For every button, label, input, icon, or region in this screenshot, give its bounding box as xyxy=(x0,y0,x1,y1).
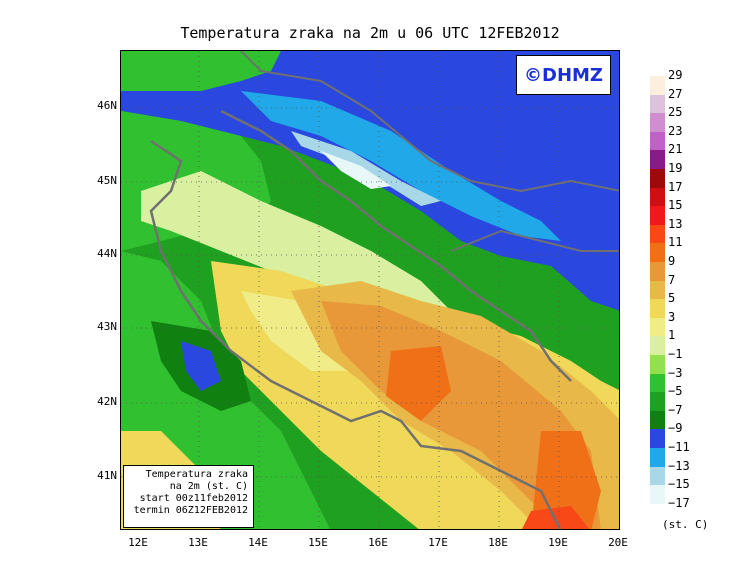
lon-label-16: 16E xyxy=(368,536,388,549)
lon-label-19: 19E xyxy=(548,536,568,549)
colorbar-swatch xyxy=(650,373,665,393)
lat-label-41: 41N xyxy=(97,469,117,482)
colorbar-swatch xyxy=(650,206,665,225)
colorbar-label: −17 xyxy=(668,495,690,510)
lon-label-15: 15E xyxy=(308,536,328,549)
colorbar-swatch xyxy=(650,169,665,188)
info-line-variable: Temperatura zraka xyxy=(145,469,248,480)
colorbar-swatch xyxy=(650,113,665,132)
colorbar-label: 1 xyxy=(668,328,676,343)
colorbar-label: 15 xyxy=(668,198,683,213)
colorbar-swatch xyxy=(650,243,665,262)
colorbar-label: −13 xyxy=(668,458,690,473)
info-line-start: start 00z11feb2012 xyxy=(139,493,248,504)
colorbar-label: 3 xyxy=(668,309,676,324)
coastline-east xyxy=(220,109,572,382)
colorbar-label: 21 xyxy=(668,142,683,157)
south-hot xyxy=(522,506,590,529)
lon-label-12: 12E xyxy=(128,536,148,549)
lat-label-43: 43N xyxy=(97,320,117,333)
colorbar-swatch xyxy=(650,485,665,504)
colorbar-swatch xyxy=(650,224,665,244)
coldest-core xyxy=(321,151,391,189)
colorbar-label: 29 xyxy=(668,68,683,82)
colorbar-swatch xyxy=(650,466,665,486)
adriatic-pale xyxy=(141,171,451,311)
info-line-unit: na 2m (st. C) xyxy=(169,481,248,492)
lat-label-46: 46N xyxy=(97,99,117,112)
colorbar-swatch xyxy=(650,94,665,114)
colorbar-label: 23 xyxy=(668,123,683,138)
colorbar-label: 17 xyxy=(668,179,683,194)
grid-lines xyxy=(121,51,619,529)
info-box: Temperatura zraka na 2m (st. C) start 00… xyxy=(123,465,254,528)
colorbar-label: −11 xyxy=(668,440,690,454)
colorbar-swatch xyxy=(650,150,665,169)
temperature-field xyxy=(121,51,619,529)
colorbar-label: 25 xyxy=(668,105,683,120)
temperature-map xyxy=(120,50,620,530)
colorbar-label: −1 xyxy=(668,347,683,361)
cold-band-light xyxy=(241,91,561,241)
apennine-cold xyxy=(181,341,221,391)
colorbar-swatch xyxy=(650,355,665,374)
lon-label-20: 20E xyxy=(608,536,628,549)
lon-label-13: 13E xyxy=(188,536,208,549)
cold-band xyxy=(121,51,619,311)
colorbar-label: 27 xyxy=(668,86,683,101)
border-inland xyxy=(450,229,619,252)
colorbar-label: −15 xyxy=(668,477,690,492)
colorbar-swatch xyxy=(650,317,665,337)
border-north xyxy=(240,51,619,193)
colorbar-label: −7 xyxy=(668,402,683,417)
info-line-term: termin 06Z12FEB2012 xyxy=(133,505,248,516)
colorbar-swatch xyxy=(650,131,665,151)
lon-label-18: 18E xyxy=(488,536,508,549)
colorbar-label: −5 xyxy=(668,384,683,399)
coastline-west xyxy=(149,139,562,529)
colorbar-swatch xyxy=(650,187,665,207)
warm-core xyxy=(386,346,451,421)
colorbar-label: 19 xyxy=(668,161,683,175)
colorbar-swatch xyxy=(650,429,665,448)
colorbar-swatch xyxy=(650,410,665,430)
lon-label-17: 17E xyxy=(428,536,448,549)
nw-green xyxy=(121,51,281,91)
colorbar-unit: (st. C) xyxy=(662,518,709,531)
colorbar-swatch xyxy=(650,76,665,95)
colorbar-label: 13 xyxy=(668,216,683,231)
dhmz-logo: ©DHMZ xyxy=(516,55,611,95)
lat-label-42: 42N xyxy=(97,395,117,408)
colorbar-swatch xyxy=(650,299,665,318)
colorbar-label: −9 xyxy=(668,421,683,436)
lat-label-44: 44N xyxy=(97,247,117,260)
lon-label-14: 14E xyxy=(248,536,268,549)
colorbar-label: −3 xyxy=(668,365,683,380)
coldest-zone xyxy=(291,131,441,206)
lat-label-45: 45N xyxy=(97,174,117,187)
colorbar-label: 7 xyxy=(668,272,676,287)
colorbar-label: 5 xyxy=(668,291,676,306)
map-title: Temperatura zraka na 2m u 06 UTC 12FEB20… xyxy=(180,24,560,42)
colorbar-label: 9 xyxy=(668,254,676,268)
colorbar-swatch xyxy=(650,280,665,300)
colorbar-swatch xyxy=(650,448,665,467)
colorbar-swatch xyxy=(650,392,665,411)
colorbar-swatch xyxy=(650,336,665,355)
colorbar-swatch xyxy=(650,262,665,281)
colorbar-label: 11 xyxy=(668,235,683,250)
